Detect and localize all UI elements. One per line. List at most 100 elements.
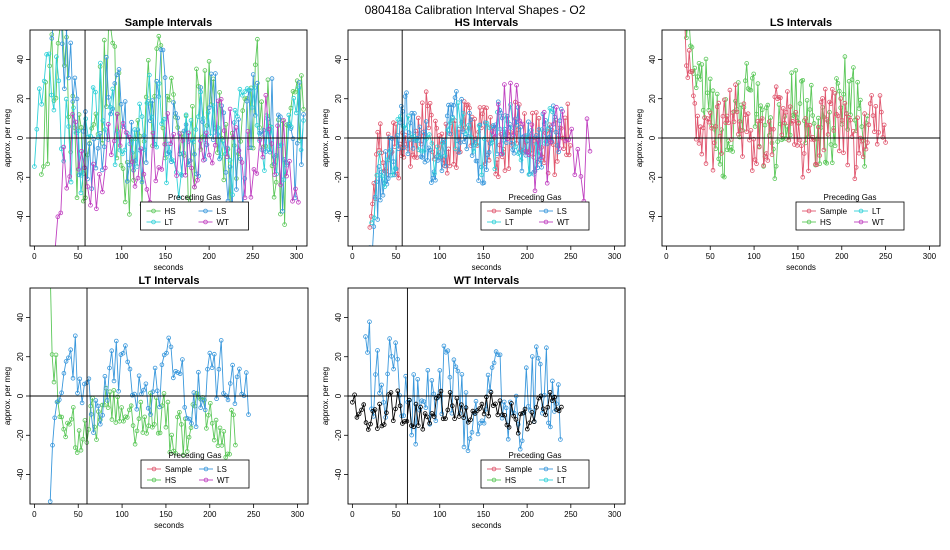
data-point bbox=[73, 119, 78, 125]
data-point bbox=[458, 124, 464, 129]
data-point bbox=[173, 368, 178, 374]
data-point bbox=[829, 87, 835, 92]
data-point bbox=[548, 424, 553, 430]
data-point bbox=[420, 426, 426, 432]
legend-entry: LT bbox=[487, 218, 514, 227]
data-point bbox=[839, 118, 845, 123]
data-point bbox=[710, 167, 716, 173]
data-point bbox=[34, 127, 40, 132]
data-point bbox=[469, 153, 475, 158]
data-point bbox=[780, 106, 786, 111]
data-point bbox=[98, 60, 103, 66]
data-point bbox=[301, 112, 306, 117]
legend-label: LT bbox=[872, 207, 881, 216]
data-point bbox=[721, 174, 727, 180]
data-point bbox=[421, 148, 427, 154]
data-point bbox=[544, 141, 550, 147]
data-point bbox=[445, 127, 450, 133]
legend-entry: LT bbox=[146, 218, 173, 227]
data-point bbox=[511, 132, 516, 138]
data-point bbox=[821, 114, 827, 120]
data-point bbox=[193, 127, 199, 132]
data-point bbox=[412, 111, 417, 116]
data-point bbox=[254, 123, 260, 128]
data-point bbox=[523, 365, 529, 371]
chart-panel: LS Intervals 0 50 100 150 200 250 300 -40 -20 0 20 4… bbox=[635, 17, 941, 272]
data-point bbox=[686, 48, 692, 53]
data-point bbox=[793, 68, 799, 73]
data-point bbox=[811, 121, 817, 126]
data-point bbox=[52, 15, 56, 19]
legend-label: WT bbox=[217, 218, 230, 227]
data-point bbox=[689, 44, 695, 50]
data-point bbox=[752, 157, 758, 163]
data-point bbox=[693, 136, 699, 142]
data-point bbox=[157, 404, 162, 410]
data-point bbox=[554, 407, 560, 413]
data-point bbox=[186, 139, 191, 144]
data-point bbox=[726, 120, 731, 126]
data-point bbox=[393, 406, 398, 412]
data-point bbox=[751, 71, 756, 77]
data-point bbox=[48, 269, 52, 273]
data-point bbox=[233, 442, 238, 448]
data-point bbox=[759, 116, 765, 121]
data-point bbox=[242, 89, 248, 94]
data-point bbox=[832, 143, 838, 149]
data-point bbox=[796, 120, 801, 125]
data-point bbox=[855, 79, 860, 85]
x-tick-label: 0 bbox=[32, 252, 37, 261]
data-point bbox=[771, 127, 776, 132]
data-point bbox=[800, 78, 806, 83]
series-wt bbox=[489, 80, 593, 204]
data-point bbox=[210, 103, 216, 108]
data-point bbox=[423, 119, 429, 124]
data-point bbox=[363, 420, 369, 425]
y-axis-label: approx. per meg bbox=[321, 367, 330, 425]
data-point bbox=[225, 397, 231, 403]
data-point bbox=[61, 144, 66, 150]
data-point bbox=[111, 378, 117, 384]
data-point bbox=[194, 390, 200, 396]
data-point bbox=[492, 166, 498, 172]
data-point bbox=[473, 398, 479, 404]
y-tick-label: -40 bbox=[334, 468, 343, 480]
data-point bbox=[517, 118, 522, 124]
data-point bbox=[744, 61, 749, 66]
figure-title: 080418a Calibration Interval Shapes - O2 bbox=[365, 3, 586, 17]
data-point bbox=[164, 180, 169, 186]
data-point bbox=[481, 411, 487, 417]
plot-area bbox=[348, 30, 625, 246]
legend-entry: WT bbox=[198, 218, 230, 227]
data-point bbox=[466, 123, 471, 128]
data-point bbox=[737, 119, 742, 124]
data-point bbox=[159, 121, 164, 126]
data-point bbox=[70, 99, 76, 104]
data-point bbox=[53, 252, 57, 256]
data-point bbox=[764, 151, 769, 156]
data-point bbox=[505, 436, 511, 442]
data-point bbox=[202, 407, 208, 413]
data-point bbox=[184, 415, 190, 421]
data-point bbox=[68, 347, 73, 353]
data-point bbox=[193, 424, 199, 430]
data-point bbox=[806, 168, 811, 174]
plot-area bbox=[30, 269, 308, 504]
data-point bbox=[78, 447, 84, 453]
data-point bbox=[454, 89, 459, 94]
data-point bbox=[198, 138, 203, 144]
y-tick-label: 0 bbox=[648, 135, 657, 140]
data-point bbox=[269, 76, 275, 81]
data-point bbox=[182, 405, 188, 410]
data-point bbox=[452, 95, 458, 100]
data-point bbox=[533, 110, 539, 115]
data-point bbox=[63, 359, 69, 364]
legend-label: Sample bbox=[505, 465, 533, 474]
data-point bbox=[57, 414, 63, 420]
x-tick-label: 150 bbox=[159, 510, 173, 519]
data-point bbox=[421, 129, 426, 135]
data-point bbox=[383, 149, 388, 154]
x-tick-label: 100 bbox=[115, 252, 129, 261]
data-point bbox=[445, 407, 451, 413]
data-point bbox=[122, 99, 128, 104]
